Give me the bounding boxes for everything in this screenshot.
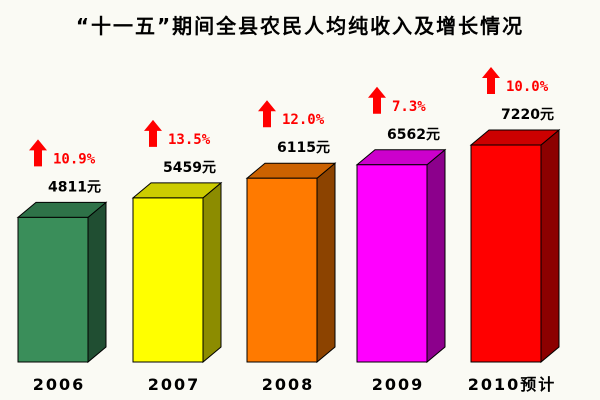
category-label: 2008: [262, 375, 315, 394]
bar-2007: [131, 181, 223, 364]
bar-side: [202, 181, 222, 364]
bar-2009: [355, 148, 447, 364]
up-arrow-icon: [368, 86, 386, 114]
growth-label: 13.5%: [168, 132, 211, 148]
value-label: 4811元: [48, 179, 101, 195]
value-label: 6115元: [277, 140, 330, 156]
bar-side: [540, 128, 560, 364]
chart-title: “十一五”期间全县农民人均纯收入及增长情况: [75, 14, 525, 38]
up-arrow-icon: [144, 119, 162, 147]
growth-label: 7.3%: [392, 99, 426, 115]
category-label: 2009: [372, 375, 425, 394]
value-label: 5459元: [163, 160, 216, 176]
growth-label: 12.0%: [282, 112, 325, 128]
bar-2006: [16, 201, 108, 364]
up-arrow-icon: [482, 67, 500, 94]
value-label: 7220元: [501, 107, 554, 123]
value-label: 6562元: [387, 127, 440, 143]
bar-front: [356, 164, 428, 363]
category-label: 2010预计: [468, 375, 557, 394]
bar-front: [246, 177, 318, 363]
bar-front: [17, 216, 89, 363]
bar-side: [316, 162, 336, 364]
bar-front: [132, 197, 204, 363]
up-arrow-icon: [258, 100, 276, 128]
growth-label: 10.0%: [506, 79, 549, 95]
up-arrow-icon: [29, 139, 47, 167]
growth-label: 10.9%: [53, 151, 96, 167]
bar-side: [87, 201, 107, 364]
bar-side: [426, 148, 446, 364]
category-label: 2007: [148, 375, 201, 394]
bar-2008: [245, 162, 337, 364]
category-label: 2006: [33, 375, 86, 394]
bar-front: [470, 144, 542, 363]
bar-2010预计: [469, 128, 561, 364]
